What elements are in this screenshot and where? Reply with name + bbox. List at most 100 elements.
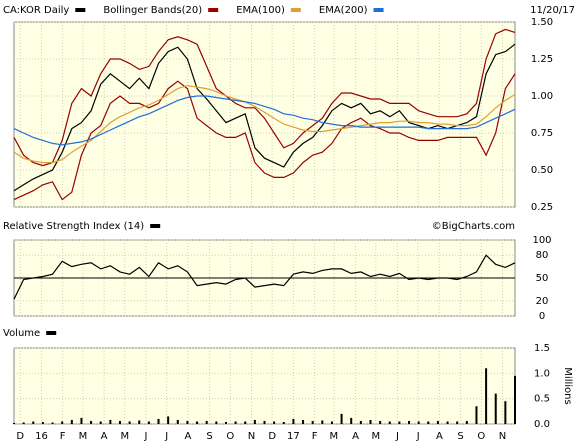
y-tick-label: 20: [536, 296, 549, 307]
y-tick-label: 1.50: [531, 17, 553, 28]
x-tick-label: S: [457, 431, 463, 442]
volume-bar: [330, 421, 333, 424]
volume-bar: [359, 420, 362, 424]
x-tick-label: J: [395, 431, 399, 442]
plot-area: [13, 347, 516, 425]
volume-bar: [244, 421, 247, 424]
volume-bar: [379, 420, 382, 424]
legend-label: EMA(200): [319, 5, 368, 16]
legend-swatch: [373, 8, 384, 12]
volume-bar: [321, 420, 324, 424]
volume-bar: [263, 420, 266, 424]
series-line: [13, 73, 516, 201]
volume-bar: [118, 420, 121, 424]
volume-bar: [369, 419, 372, 424]
volume-bar: [186, 420, 189, 424]
x-tick-label: S: [206, 431, 212, 442]
volume-bar: [176, 419, 179, 424]
volume-bar: [51, 422, 54, 424]
volume-bar: [138, 420, 141, 424]
legend-label: CA:KOR Daily: [3, 5, 69, 16]
volume-bar: [282, 421, 285, 424]
y-tick-label: 0.25: [531, 202, 553, 213]
series-line: [13, 43, 516, 192]
volume-bar: [388, 421, 391, 424]
x-tick-label: 16: [35, 431, 48, 442]
series-line: [13, 95, 516, 146]
volume-bar: [196, 421, 199, 424]
x-tick-label: J: [144, 431, 148, 442]
y-tick-label: 100: [532, 235, 551, 246]
watermark: ©BigCharts.com: [432, 221, 515, 232]
x-tick-label: N: [499, 431, 506, 442]
legend-swatch: [75, 8, 86, 12]
volume-bar: [215, 421, 218, 424]
x-tick-label: M: [371, 431, 380, 442]
legend-label: EMA(100): [236, 5, 285, 16]
date-label: 11/20/17: [530, 5, 575, 16]
volume-bar: [311, 420, 314, 424]
y-tick-label: 1.00: [531, 91, 553, 102]
volume-bar: [234, 421, 237, 424]
x-tick-label: M: [79, 431, 88, 442]
x-tick-label: A: [352, 431, 359, 442]
x-tick-label: A: [101, 431, 108, 442]
y-tick-label: 0.50: [531, 165, 553, 176]
series-line: [13, 28, 516, 167]
x-tick-label: A: [436, 431, 443, 442]
volume-bar: [224, 421, 227, 424]
volume-bar: [109, 419, 112, 424]
x-tick-label: O: [477, 431, 485, 442]
x-tick-label: J: [164, 431, 168, 442]
volume-bar: [273, 421, 276, 424]
x-tick-label: M: [120, 431, 129, 442]
volume-bar: [456, 421, 459, 424]
volume-bar: [514, 375, 516, 424]
volume-bar: [90, 420, 93, 424]
y-tick-label: 0.75: [531, 128, 553, 139]
volume-bar: [41, 421, 44, 424]
volume-bar: [292, 418, 295, 424]
volume-bar: [446, 421, 449, 424]
y-tick-label: 0.5: [534, 394, 550, 405]
y-tick-label: 1.0: [534, 368, 550, 379]
legend-label: Volume: [3, 328, 40, 339]
x-tick-label: M: [330, 431, 339, 442]
x-tick-label: D: [16, 431, 24, 442]
legend-swatch: [208, 8, 219, 12]
x-tick-label: N: [248, 431, 255, 442]
y-tick-label: 1.5: [534, 343, 550, 354]
volume-bar: [13, 422, 15, 424]
volume-bar: [475, 406, 478, 424]
volume-bar: [350, 417, 353, 424]
volume-bar: [205, 420, 208, 424]
volume-bar: [398, 421, 401, 424]
volume-bar: [80, 417, 83, 424]
volume-bar: [32, 421, 35, 424]
legend-swatch: [46, 331, 57, 335]
volume-bar: [417, 421, 420, 424]
volume-bar: [302, 419, 305, 424]
volume-bar: [147, 421, 150, 424]
legend-swatch: [290, 8, 301, 12]
volume-bar: [408, 420, 411, 424]
volume-bar: [504, 401, 507, 424]
volume-bar: [157, 418, 160, 424]
volume-bar: [253, 419, 256, 424]
volume-bar: [22, 422, 25, 424]
x-tick-label: F: [312, 431, 318, 442]
volume-bar: [99, 421, 102, 424]
volume-bar: [485, 368, 488, 424]
volume-bar: [340, 413, 343, 424]
volume-bar: [70, 419, 73, 424]
volume-bar: [167, 416, 170, 424]
x-tick-label: D: [268, 431, 276, 442]
volume-bar: [61, 421, 64, 424]
series-line: [13, 254, 516, 300]
volume-bar: [494, 393, 497, 424]
x-tick-label: A: [184, 431, 191, 442]
volume-bar: [465, 420, 468, 424]
y-tick-label: 0: [539, 311, 545, 322]
x-tick-label: 17: [287, 431, 300, 442]
